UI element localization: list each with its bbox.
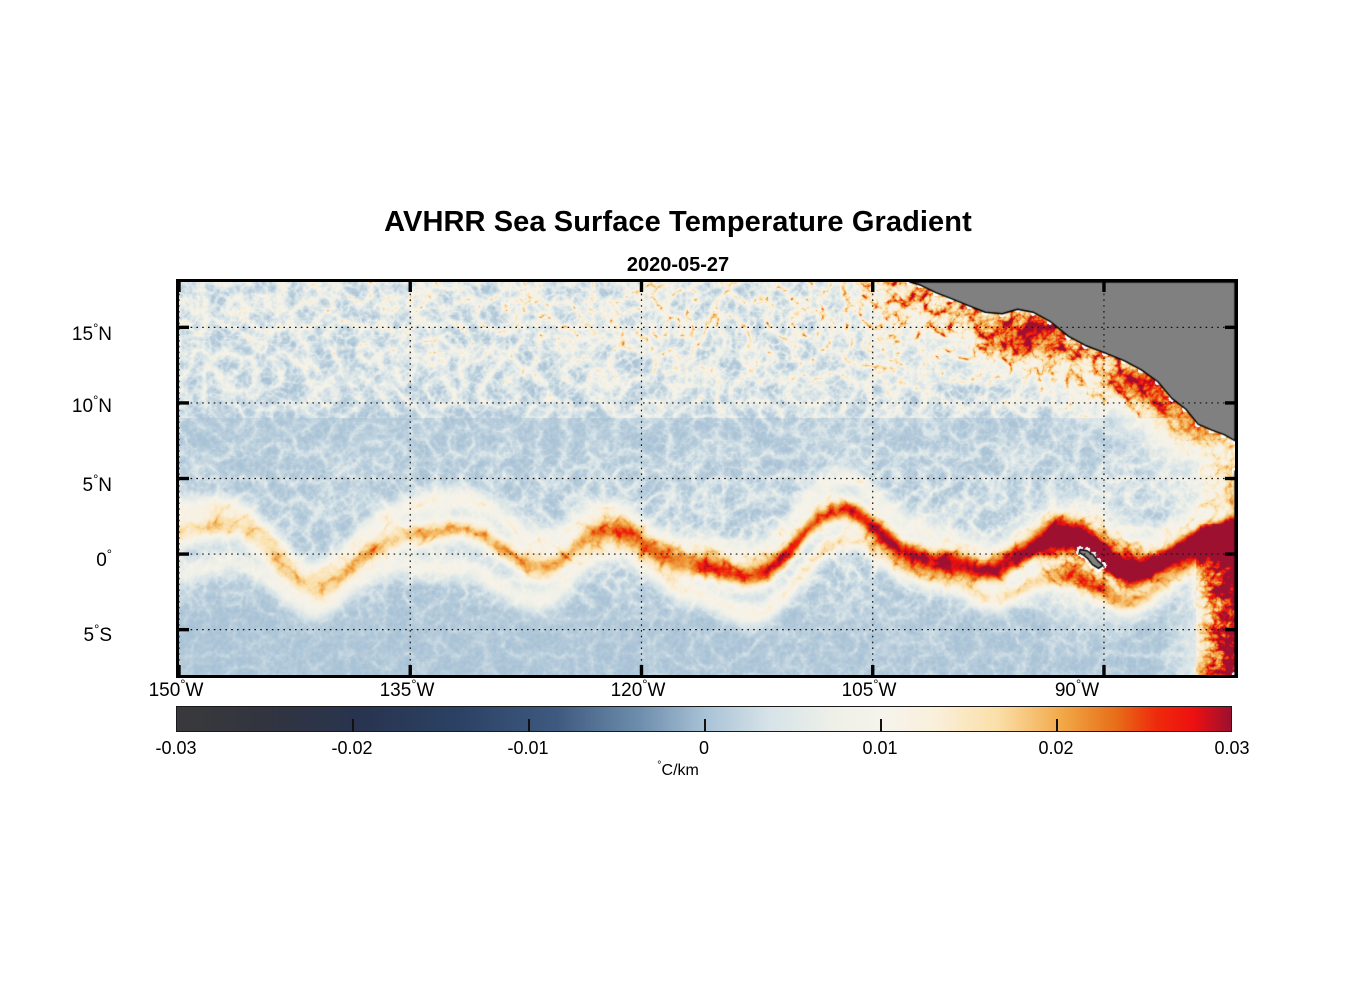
colorbar-tick-label: -0.03 xyxy=(155,738,197,758)
page-title: AVHRR Sea Surface Temperature Gradient xyxy=(384,206,972,238)
y-tick-label: 5°S xyxy=(83,621,112,646)
colorbar-axis-label: °C/km xyxy=(657,759,699,779)
colorbar-tick-label: 0.02 xyxy=(1038,738,1074,758)
colorbar-tick-mark xyxy=(528,719,530,732)
colorbar[interactable] xyxy=(176,706,1232,732)
x-tick-label: 90°W xyxy=(1054,676,1100,701)
colorbar-tick-label: 0 xyxy=(698,738,710,758)
y-tick-label: 15°N xyxy=(71,320,112,345)
sst-gradient-heatmap xyxy=(179,282,1235,675)
colorbar-tick-mark xyxy=(880,719,882,732)
colorbar-tick-mark xyxy=(704,719,706,732)
colorbar-tick-mark xyxy=(352,719,354,732)
colorbar-tick-mark xyxy=(1056,719,1058,732)
x-tick-label: 120°W xyxy=(610,676,666,701)
map-axes[interactable] xyxy=(176,279,1238,678)
x-tick-label: 135°W xyxy=(379,676,435,701)
y-tick-label: 0° xyxy=(96,546,112,571)
colorbar-tick-label: 0.03 xyxy=(1214,738,1250,758)
colorbar-tick-label: -0.01 xyxy=(507,738,549,758)
x-tick-label: 150°W xyxy=(148,676,204,701)
colorbar-tick-label: -0.02 xyxy=(331,738,373,758)
x-tick-label: 105°W xyxy=(841,676,897,701)
y-tick-label: 10°N xyxy=(71,392,112,417)
y-tick-label: 5°N xyxy=(82,471,112,496)
colorbar-units: C/km xyxy=(661,762,699,779)
subtitle-date: 2020-05-27 xyxy=(626,254,730,276)
colorbar-tick-label: 0.01 xyxy=(862,738,898,758)
